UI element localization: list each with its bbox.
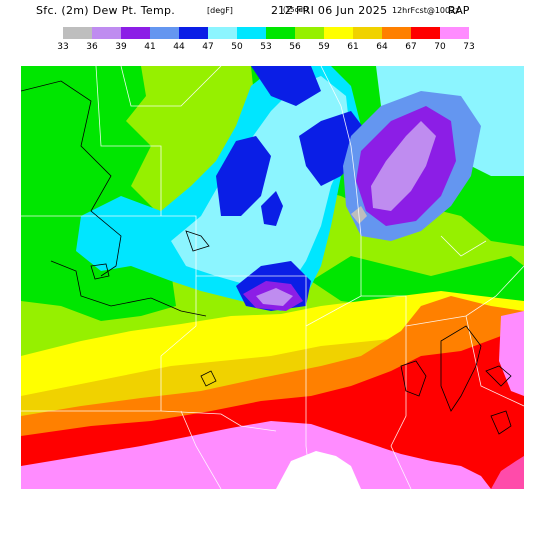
title-run-time: 21Z	[271, 4, 293, 17]
legend-label-53: 53	[260, 42, 272, 52]
legend-swatch-36	[92, 27, 121, 39]
contour-lines	[21, 80, 512, 435]
legend-label-50: 50	[231, 42, 243, 52]
legend-swatch-33	[63, 27, 92, 39]
legend-label-67: 67	[405, 42, 417, 52]
legend-swatch-39	[121, 27, 150, 39]
legend-label-41: 41	[144, 42, 156, 52]
legend-label-47: 47	[202, 42, 214, 52]
region-64	[21, 296, 524, 461]
region-44e	[261, 191, 283, 226]
title-field-name: Sfc. (2m) Dew Pt. Temp.	[36, 4, 176, 17]
legend-swatch-50	[237, 27, 266, 39]
legend-label-56: 56	[289, 42, 301, 52]
legend-swatch-59	[324, 27, 353, 39]
legend-label-44: 44	[173, 42, 185, 52]
legend-label-36: 36	[86, 42, 98, 52]
legend-swatch-67	[411, 27, 440, 39]
boundary-lines	[21, 66, 524, 489]
legend-label-64: 64	[376, 42, 388, 52]
legend-swatch-47	[208, 27, 237, 39]
legend-label-70: 70	[434, 42, 446, 52]
region-36	[371, 121, 436, 211]
region-73	[491, 456, 524, 489]
region-36b	[256, 288, 293, 306]
legend-swatch-41	[150, 27, 179, 39]
legend-label-61: 61	[347, 42, 359, 52]
region-44c	[251, 66, 321, 106]
legend-swatch-44	[179, 27, 208, 39]
title-run-local: (15cdt)	[283, 6, 309, 14]
region-70	[21, 421, 491, 489]
title-date: FRI 06 Jun 2025	[296, 4, 388, 17]
region-70b	[499, 311, 524, 396]
legend-label-39: 39	[115, 42, 127, 52]
title-model-info: 12hrFcst@1002z	[392, 6, 460, 15]
legend-swatch-56	[295, 27, 324, 39]
legend-label-33: 33	[57, 42, 69, 52]
color-legend: 33 36 39 41 44 47 50 53 56 59 61 64 67 70 73	[57, 27, 492, 55]
region-44	[216, 136, 271, 216]
map-title: Sfc. (2m) Dew Pt. Temp. [degF] 21Z (15cd…	[0, 4, 548, 22]
legend-label-59: 59	[318, 42, 330, 52]
dewpoint-map	[21, 66, 524, 489]
legend-swatch-61	[353, 27, 382, 39]
legend-swatch-64	[382, 27, 411, 39]
legend-swatch-70	[440, 27, 469, 39]
no-data-area	[276, 451, 361, 489]
title-model-name: RAP	[448, 4, 470, 17]
legend-label-73: 73	[463, 42, 475, 52]
legend-swatch-53	[266, 27, 295, 39]
title-units: [degF]	[207, 6, 233, 15]
